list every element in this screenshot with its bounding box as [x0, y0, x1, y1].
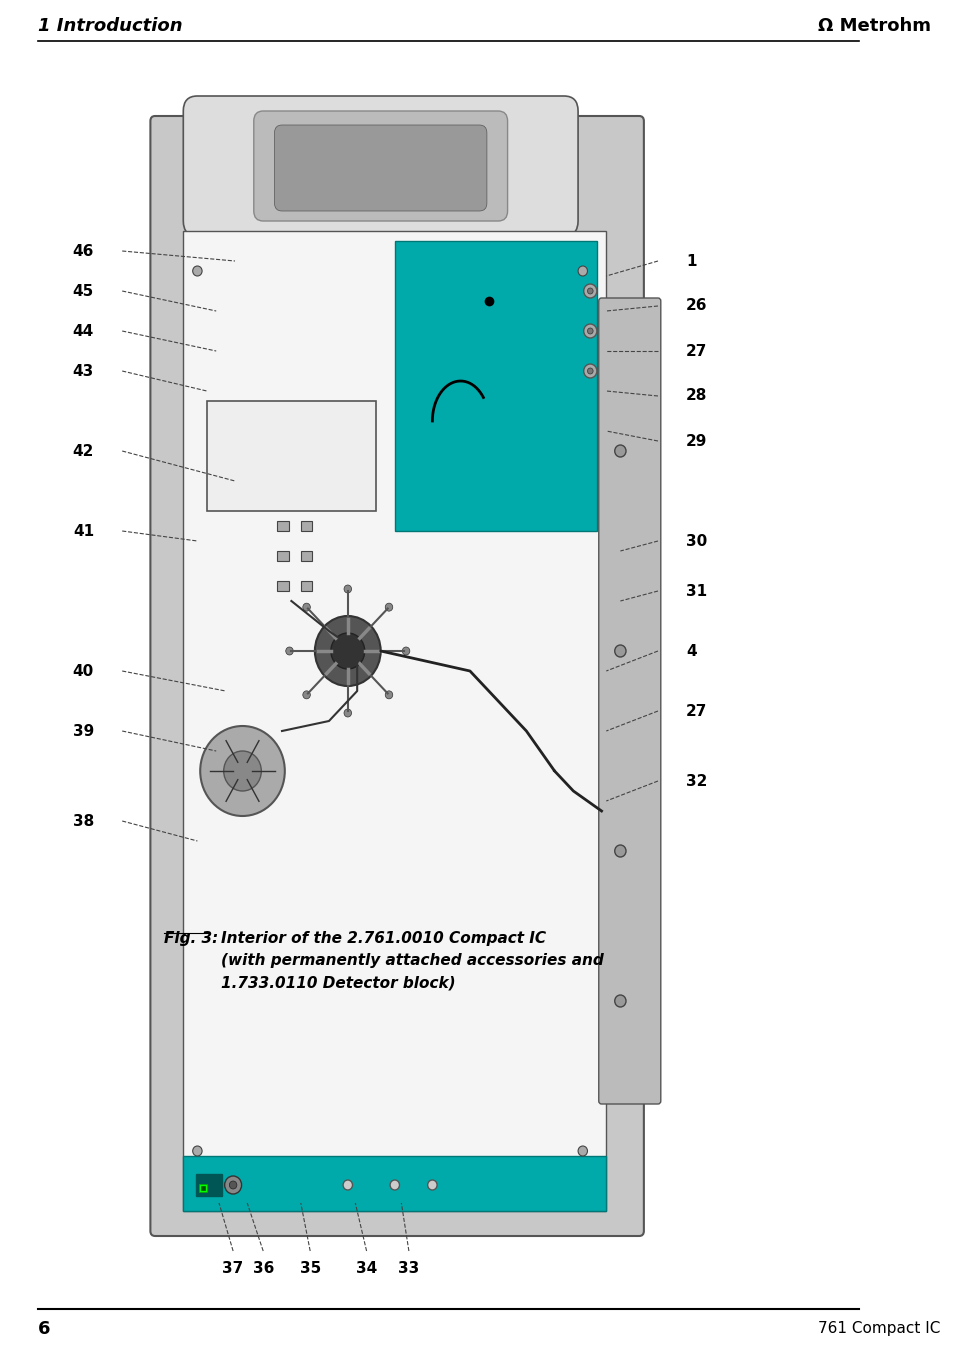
Circle shape — [583, 363, 597, 378]
Text: 761 Compact IC: 761 Compact IC — [817, 1321, 939, 1336]
Circle shape — [286, 647, 293, 655]
Circle shape — [302, 603, 310, 611]
Text: 40: 40 — [72, 663, 94, 678]
FancyBboxPatch shape — [253, 111, 507, 222]
Bar — [195, 1174, 222, 1196]
Circle shape — [583, 284, 597, 299]
Circle shape — [578, 266, 587, 276]
FancyBboxPatch shape — [274, 126, 486, 211]
Circle shape — [385, 690, 393, 698]
Text: (with permanently attached accessories and: (with permanently attached accessories a… — [221, 952, 603, 969]
Text: 38: 38 — [72, 813, 94, 828]
Circle shape — [314, 616, 380, 686]
Circle shape — [193, 1146, 202, 1156]
Circle shape — [224, 1175, 241, 1194]
Text: 32: 32 — [685, 774, 707, 789]
Circle shape — [344, 709, 351, 717]
Circle shape — [302, 690, 310, 698]
Circle shape — [587, 328, 593, 334]
Circle shape — [223, 751, 261, 790]
Text: Interior of the 2.761.0010 Compact IC: Interior of the 2.761.0010 Compact IC — [221, 931, 545, 946]
Text: 41: 41 — [72, 523, 94, 539]
Text: 34: 34 — [355, 1260, 376, 1275]
Bar — [183, 231, 606, 1210]
FancyBboxPatch shape — [598, 299, 660, 1104]
Text: Fig. 3:: Fig. 3: — [164, 931, 218, 946]
Text: 46: 46 — [72, 243, 94, 258]
Circle shape — [331, 634, 364, 669]
Text: 27: 27 — [685, 343, 707, 358]
Text: 30: 30 — [685, 534, 707, 549]
Bar — [277, 551, 288, 561]
Text: 45: 45 — [72, 284, 94, 299]
Text: 1: 1 — [685, 254, 696, 269]
Text: 39: 39 — [72, 724, 94, 739]
Bar — [201, 1186, 205, 1190]
Circle shape — [343, 1179, 352, 1190]
Circle shape — [385, 603, 393, 611]
Circle shape — [587, 367, 593, 374]
Circle shape — [402, 647, 410, 655]
Text: 29: 29 — [685, 434, 707, 449]
Bar — [277, 581, 288, 590]
Circle shape — [614, 444, 625, 457]
Text: 42: 42 — [72, 443, 94, 458]
Bar — [183, 1156, 606, 1210]
Text: 43: 43 — [72, 363, 94, 378]
Circle shape — [344, 585, 351, 593]
Text: Ω Metrohm: Ω Metrohm — [817, 18, 930, 35]
Bar — [395, 240, 597, 531]
Bar — [199, 1183, 207, 1192]
Text: 36: 36 — [253, 1260, 274, 1275]
Circle shape — [614, 844, 625, 857]
FancyBboxPatch shape — [183, 96, 578, 236]
Text: 28: 28 — [685, 389, 707, 404]
Text: 44: 44 — [72, 323, 94, 339]
Text: 33: 33 — [397, 1260, 419, 1275]
Circle shape — [578, 1146, 587, 1156]
Circle shape — [229, 1181, 236, 1189]
Text: 4: 4 — [685, 643, 696, 658]
Bar — [207, 401, 375, 511]
Circle shape — [587, 288, 593, 295]
Circle shape — [193, 266, 202, 276]
Text: 6: 6 — [37, 1320, 51, 1337]
Bar — [300, 551, 312, 561]
Text: 1.733.0110 Detector block): 1.733.0110 Detector block) — [221, 975, 455, 990]
Circle shape — [583, 324, 597, 338]
Text: 37: 37 — [222, 1260, 243, 1275]
Bar — [300, 521, 312, 531]
Text: 35: 35 — [299, 1260, 320, 1275]
Text: 31: 31 — [685, 584, 706, 598]
Text: 27: 27 — [685, 704, 707, 719]
FancyBboxPatch shape — [151, 116, 643, 1236]
Circle shape — [614, 994, 625, 1006]
Text: 26: 26 — [685, 299, 707, 313]
Bar — [300, 581, 312, 590]
Circle shape — [200, 725, 285, 816]
Circle shape — [390, 1179, 399, 1190]
Bar — [277, 521, 288, 531]
Text: 1 Introduction: 1 Introduction — [37, 18, 182, 35]
Circle shape — [614, 644, 625, 657]
Circle shape — [427, 1179, 436, 1190]
